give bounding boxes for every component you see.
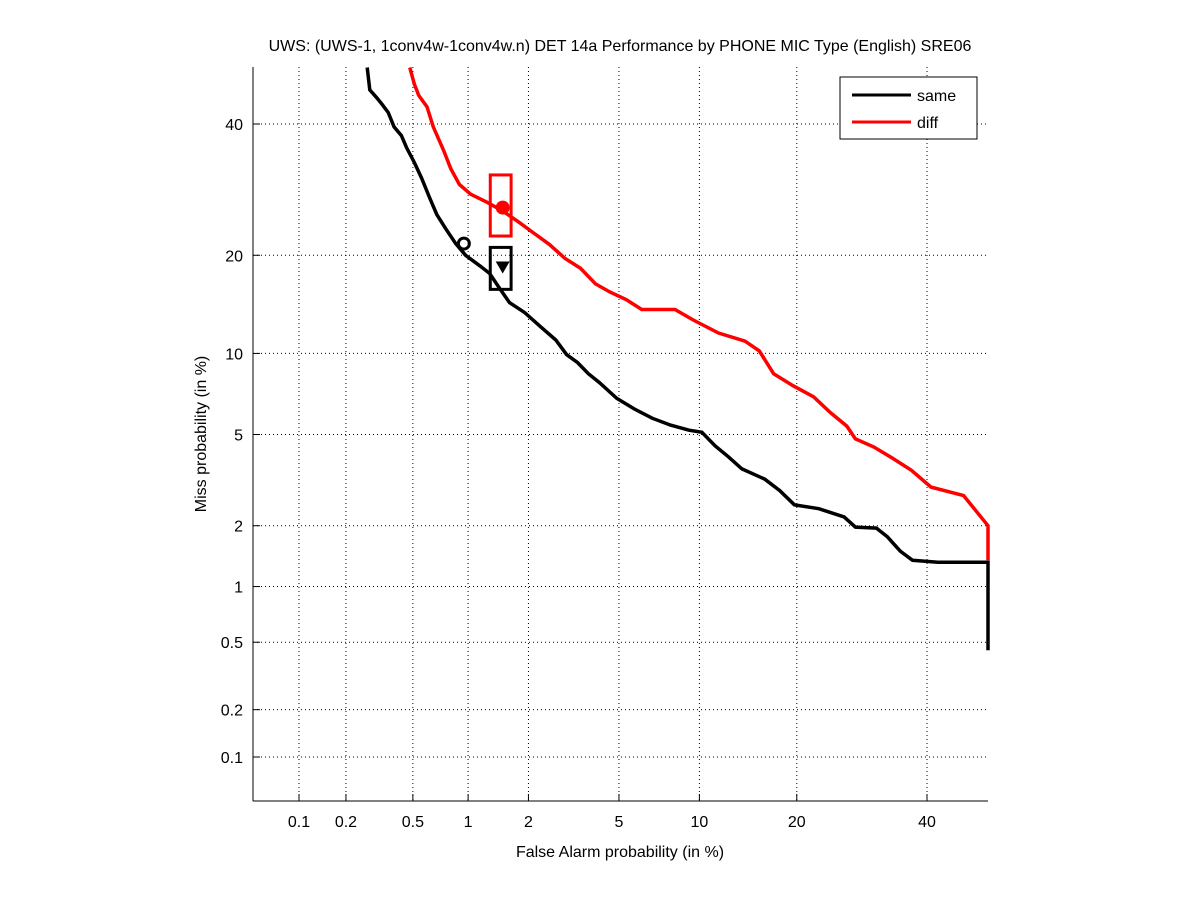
confidence-box-diff xyxy=(488,173,513,238)
x-tick-label: 20 xyxy=(788,814,806,831)
x-tick-label: 5 xyxy=(615,814,624,831)
x-tick-label: 0.5 xyxy=(402,814,424,831)
legend: same diff xyxy=(839,76,978,140)
chart-title: UWS: (UWS-1, 1conv4w-1conv4w.n) DET 14a … xyxy=(269,38,972,55)
x-tick-label: 0.2 xyxy=(335,814,357,831)
y-axis-ticks: 0.1 0.2 0.5 1 2 5 10 20 40 xyxy=(221,117,260,767)
y-tick-label: 1 xyxy=(234,580,243,597)
grid xyxy=(253,67,988,801)
legend-label-same: same xyxy=(917,88,956,105)
det-curve-diff xyxy=(408,67,990,561)
min-dcf-marker-same xyxy=(456,236,471,251)
legend-box xyxy=(839,76,978,140)
y-tick-label: 20 xyxy=(225,248,243,265)
min-dcf-marker-diff xyxy=(495,200,510,215)
y-tick-label: 0.2 xyxy=(221,703,243,720)
y-axis-label: Miss probability (in %) xyxy=(193,356,210,512)
x-tick-label: 0.1 xyxy=(288,814,310,831)
y-tick-label: 5 xyxy=(234,427,243,444)
legend-label-diff: diff xyxy=(917,115,939,132)
y-tick-label: 0.5 xyxy=(221,635,243,652)
x-tick-label: 2 xyxy=(524,814,533,831)
x-axis-ticks: 0.1 0.2 0.5 1 2 5 10 20 40 xyxy=(288,794,936,831)
x-axis-label: False Alarm probability (in %) xyxy=(516,844,724,861)
y-tick-label: 2 xyxy=(234,519,243,536)
x-tick-label: 10 xyxy=(690,814,708,831)
confidence-box-same xyxy=(488,245,513,291)
y-tick-label: 10 xyxy=(225,346,243,363)
x-tick-label: 40 xyxy=(918,814,936,831)
act-dcf-marker-same xyxy=(495,261,510,274)
curves xyxy=(365,67,990,651)
y-tick-label: 0.1 xyxy=(221,750,243,767)
y-tick-label: 40 xyxy=(225,117,243,134)
x-tick-label: 1 xyxy=(464,814,473,831)
det-curve-same xyxy=(365,67,990,651)
